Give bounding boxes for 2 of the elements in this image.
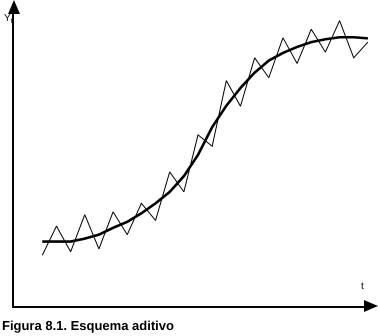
text: Figura 8.1. Esquema aditivo [2, 318, 174, 333]
x-axis-title: t [361, 281, 364, 292]
